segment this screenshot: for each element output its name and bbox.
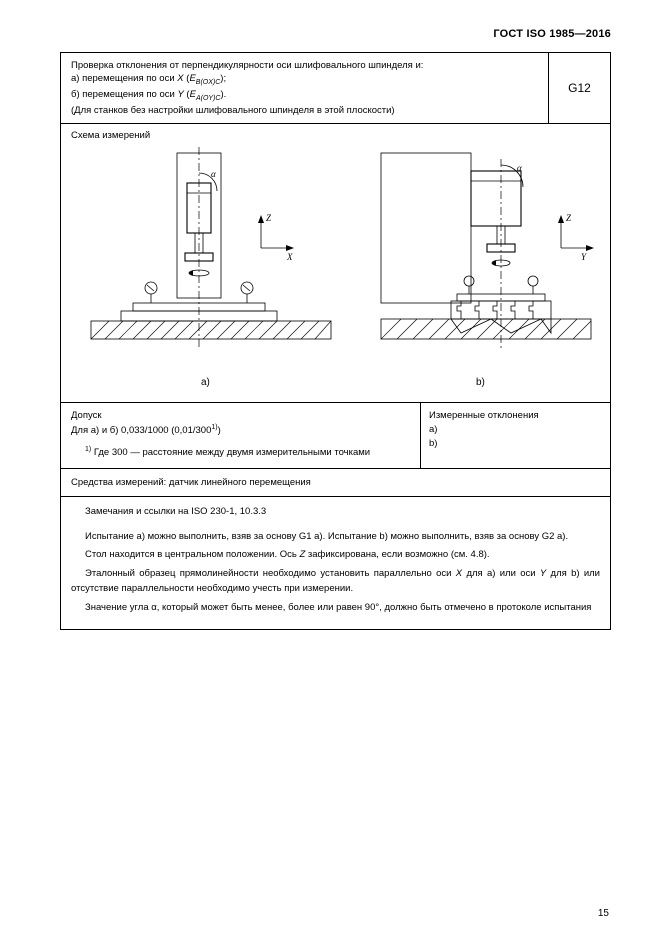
figure-label-b: b) [476,377,485,388]
title-line-b: б) перемещения по оси Y (EA(OY)C). [71,88,540,104]
title-row: Проверка отклонения от перпендикулярност… [61,53,610,124]
tolerance-value: Для a) и б) 0,033/1000 (0,01/3001)) [71,423,412,438]
diagram-zone: α Z X [61,143,610,403]
schema-label: Схема измерений [61,124,610,143]
measured-head: Измеренные отклонения [429,409,602,423]
measured-cell: Измеренные отклонения a) b) [420,403,610,468]
page: ГОСТ ISO 1985—2016 Проверка отклонения о… [0,0,661,935]
code-cell: G12 [548,53,610,123]
notes-p3: Эталонный образец прямолинейности необхо… [71,567,600,596]
tolerance-head: Допуск [71,409,412,423]
diagram-b: α Z Y [361,153,601,363]
figure-label-a: a) [201,377,210,388]
title-line-a: a) перемещения по оси X (EB(OX)C); [71,72,540,88]
notes-p2: Стол находится в центральном положении. … [71,548,600,563]
notes-row: Замечания и ссылки на ISO 230-1, 10.3.3 … [61,497,610,629]
page-number: 15 [598,908,609,919]
svg-text:Z: Z [566,213,572,223]
tolerance-row: Допуск Для a) и б) 0,033/1000 (0,01/3001… [61,403,610,469]
title-line4: (Для станков без настройки шлифовального… [71,104,540,117]
alpha-label-a: α [211,169,216,179]
svg-text:Z: Z [266,213,272,223]
title-text: Проверка отклонения от перпендикулярност… [61,53,548,123]
alpha-label-b: α [517,163,522,173]
tolerance-footnote: 1) Где 300 — расстояние между двумя изме… [71,445,412,460]
means-row: Средства измерений: датчик линейного пер… [61,469,610,497]
measured-b: b) [429,437,602,451]
notes-p4: Значение угла α, который может быть мене… [71,601,600,616]
title-line1: Проверка отклонения от перпендикулярност… [71,59,540,72]
notes-p1: Испытание a) можно выполнить, взяв за ос… [71,530,600,545]
document-id: ГОСТ ISO 1985—2016 [60,28,611,40]
diagram-a: α Z X [91,153,331,363]
tolerance-cell: Допуск Для a) и б) 0,033/1000 (0,01/3001… [61,403,420,468]
svg-text:Y: Y [581,252,587,262]
notes-head: Замечания и ссылки на ISO 230-1, 10.3.3 [71,505,600,520]
svg-text:X: X [286,252,293,262]
main-table: Проверка отклонения от перпендикулярност… [60,52,611,630]
measured-a: a) [429,423,602,437]
